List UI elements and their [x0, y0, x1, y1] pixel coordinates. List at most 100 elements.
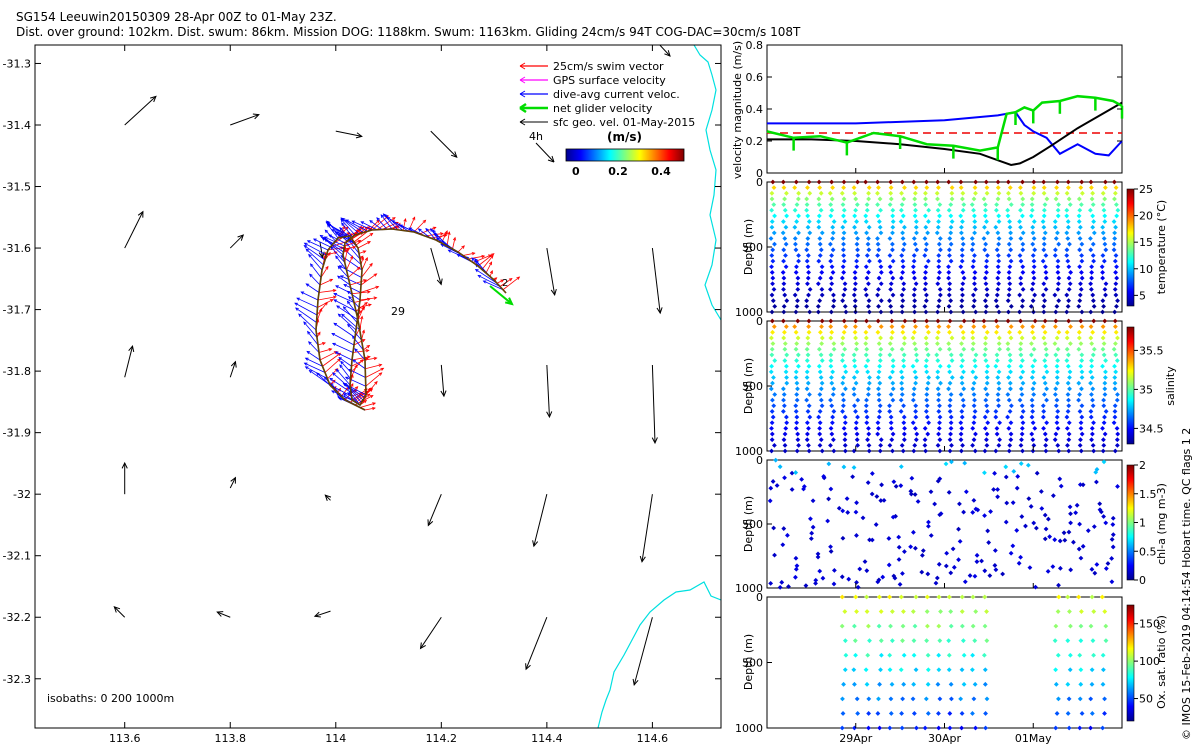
profile-point: [1054, 414, 1060, 420]
profile-point: [1052, 224, 1058, 230]
profile-point: [866, 303, 871, 309]
profile-point: [897, 581, 903, 587]
profile-point: [926, 519, 931, 525]
profile-point: [875, 711, 881, 716]
profile-point: [957, 501, 962, 507]
profile-point: [805, 431, 810, 437]
profile-point: [794, 264, 799, 270]
profile-point: [913, 425, 918, 431]
profile-point: [1020, 230, 1026, 236]
swim-vector-49-head: [368, 303, 372, 307]
profile-point: [995, 324, 1000, 330]
profile-point: [986, 540, 992, 545]
profile-point: [996, 241, 1002, 247]
profile-point: [853, 207, 859, 213]
dac-vector-20-head: [300, 291, 305, 295]
profile-point: [1066, 275, 1072, 281]
profile-point: [820, 575, 826, 581]
profile-point: [1031, 258, 1037, 264]
profile-point: [1079, 414, 1085, 420]
profile-point: [1030, 409, 1036, 414]
profile-point: [1074, 502, 1080, 508]
profile-point: [1020, 270, 1026, 275]
profile-point: [1079, 358, 1085, 363]
profile-point: [829, 403, 835, 409]
profile-point: [795, 318, 801, 324]
profile-point: [1053, 247, 1058, 253]
profile-point: [1058, 483, 1064, 489]
profile-point: [794, 397, 800, 403]
profile-point: [880, 574, 886, 580]
profile-point: [970, 369, 976, 375]
profile-point: [1068, 324, 1073, 330]
profile-point: [908, 491, 914, 497]
profile-point: [924, 403, 930, 409]
profile-point: [887, 341, 893, 347]
profile-point: [875, 236, 880, 241]
profile-point: [1094, 562, 1100, 567]
dac-vector-18: [294, 302, 318, 316]
profile-point: [1066, 286, 1072, 292]
profile-point: [1089, 358, 1094, 363]
profile-point: [1113, 292, 1119, 298]
profile-point: [1090, 224, 1096, 230]
map-axes-box: [34, 44, 722, 729]
dac-vector-100-head: [351, 220, 356, 224]
dac-vector-127: [483, 280, 504, 291]
profile-point: [1041, 309, 1047, 315]
profile-point: [913, 437, 919, 443]
profile-point: [949, 375, 955, 380]
profile-point: [1006, 397, 1012, 403]
profile-point: [818, 437, 824, 443]
dac-vector-103-head: [376, 217, 380, 221]
profile-point: [795, 352, 801, 358]
profile-point: [902, 318, 908, 324]
profile-point: [876, 247, 882, 253]
profile-point: [983, 341, 988, 347]
profile-point: [839, 594, 845, 600]
swim-vector-121: [481, 255, 494, 270]
profile-point: [1018, 386, 1024, 392]
profile-point: [947, 403, 953, 409]
profile-point: [827, 190, 833, 196]
profile-point: [828, 275, 834, 281]
profile-point: [839, 623, 845, 629]
profile-point: [887, 298, 892, 304]
profile-point: [774, 483, 780, 488]
profile-point: [996, 190, 1002, 196]
profile-point: [819, 324, 824, 330]
profile-point: [934, 335, 940, 341]
profile-point: [888, 696, 894, 702]
profile-point: [794, 420, 800, 426]
profile-point: [985, 528, 991, 534]
geo-vector-1-head: [252, 113, 260, 120]
profile-point: [1112, 409, 1118, 414]
profile-point: [911, 448, 917, 454]
profile-point: [946, 292, 952, 298]
profile-point: [972, 270, 978, 275]
profile-point: [828, 202, 834, 208]
dac-vector-53: [333, 322, 356, 338]
profile-point: [1008, 550, 1014, 556]
profile-point: [949, 219, 955, 224]
profile-point: [1110, 544, 1116, 550]
profile-point: [1055, 609, 1061, 614]
profile-point: [815, 554, 821, 560]
profile-point: [935, 207, 941, 213]
profile-point: [852, 363, 858, 369]
profile-point: [971, 207, 976, 213]
dac-vector-45: [339, 265, 362, 278]
profile-point: [1065, 594, 1071, 600]
profile-point: [878, 264, 884, 270]
profile-point: [1007, 219, 1012, 224]
dac-vector-72: [343, 383, 367, 396]
profile-point: [827, 286, 833, 292]
profile-point: [1042, 536, 1048, 542]
profile-point: [1042, 380, 1048, 386]
profile-point: [829, 207, 835, 213]
profile-point: [948, 392, 954, 397]
profile-point: [1041, 179, 1047, 185]
swim-vector-82: [353, 298, 371, 303]
profile-point: [854, 500, 859, 506]
dac-vector-125: [475, 269, 498, 284]
